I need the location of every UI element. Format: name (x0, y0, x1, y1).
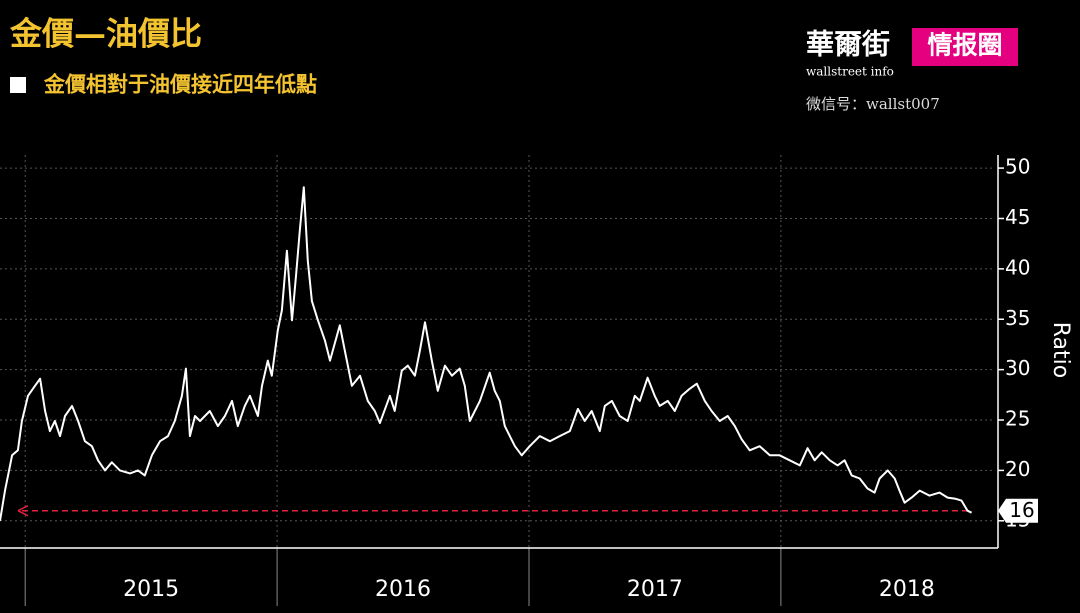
reference-arrow (17, 505, 29, 517)
chart-subtitle: 金價相對于油價接近四年低點 (43, 72, 317, 97)
y-tick-label: 50 (1005, 155, 1030, 179)
brand-name: 華爾街 (806, 28, 890, 61)
chart-title: 金價—油價比 (9, 15, 202, 53)
y-tick-label: 40 (1005, 255, 1030, 279)
y-tick-label: 30 (1005, 356, 1030, 380)
value-label: 16 (1009, 498, 1034, 522)
subtitle-marker (10, 77, 26, 93)
y-tick-label: 35 (1005, 306, 1030, 330)
brand-wechat: 微信号：wallst007 (806, 95, 940, 113)
x-tick-label: 2015 (123, 577, 179, 602)
y-tick-label: 20 (1005, 457, 1030, 481)
y-tick-label: 45 (1005, 205, 1030, 229)
brand-tag-box (912, 28, 1018, 66)
x-tick-label: 2018 (879, 577, 935, 602)
x-tick-label: 2017 (627, 577, 683, 602)
y-tick-label: 25 (1005, 407, 1030, 431)
brand-tag: 情报圈 (927, 31, 1002, 60)
value-label-box (998, 498, 1038, 523)
data-line (0, 186, 973, 521)
x-tick-label: 2016 (375, 577, 431, 602)
y-axis-label: Ratio (1048, 322, 1073, 378)
brand-site: wallstreet info (806, 65, 894, 79)
